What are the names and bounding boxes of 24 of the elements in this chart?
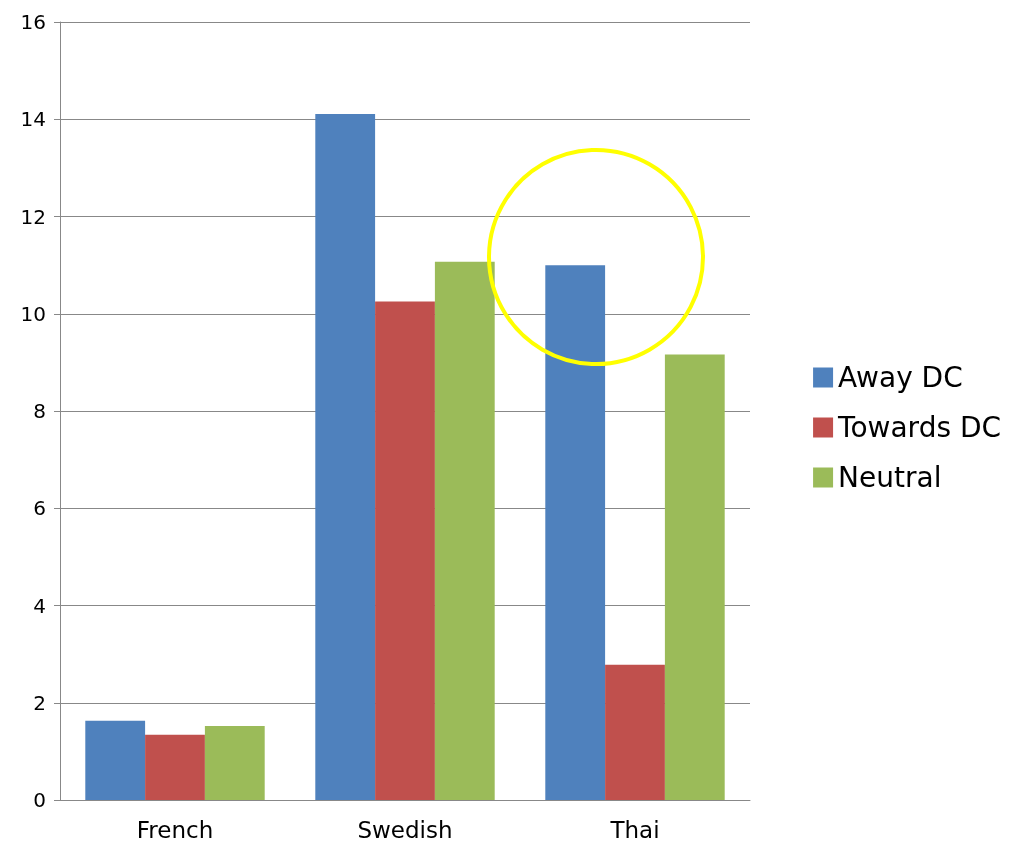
x-tick-label: Swedish: [357, 816, 453, 843]
bar: [204, 726, 265, 800]
y-tick-label: 12: [20, 204, 46, 229]
y-tick-label: 6: [33, 496, 46, 521]
bar: [375, 301, 435, 800]
y-tick-label: 4: [33, 593, 46, 618]
x-tick-label: French: [136, 816, 214, 843]
bar: [145, 734, 205, 800]
bar: [605, 664, 665, 800]
y-tick-label: 0: [33, 788, 46, 812]
y-tick-label: 14: [20, 107, 46, 132]
y-tick-label: 8: [33, 399, 46, 423]
x-tick-label: Thai: [609, 816, 660, 843]
y-tick-label: 16: [20, 10, 46, 34]
bar: [315, 113, 376, 800]
bar: [664, 354, 725, 800]
legend-label: Neutral: [838, 461, 942, 494]
bar: [434, 261, 495, 800]
bar: [545, 265, 606, 800]
legend-label: Away DC: [838, 361, 963, 394]
bar: [85, 720, 146, 800]
y-tick-label: 2: [33, 690, 46, 715]
y-tick-label: 10: [20, 301, 46, 326]
legend-label: Towards DC: [837, 411, 1002, 444]
